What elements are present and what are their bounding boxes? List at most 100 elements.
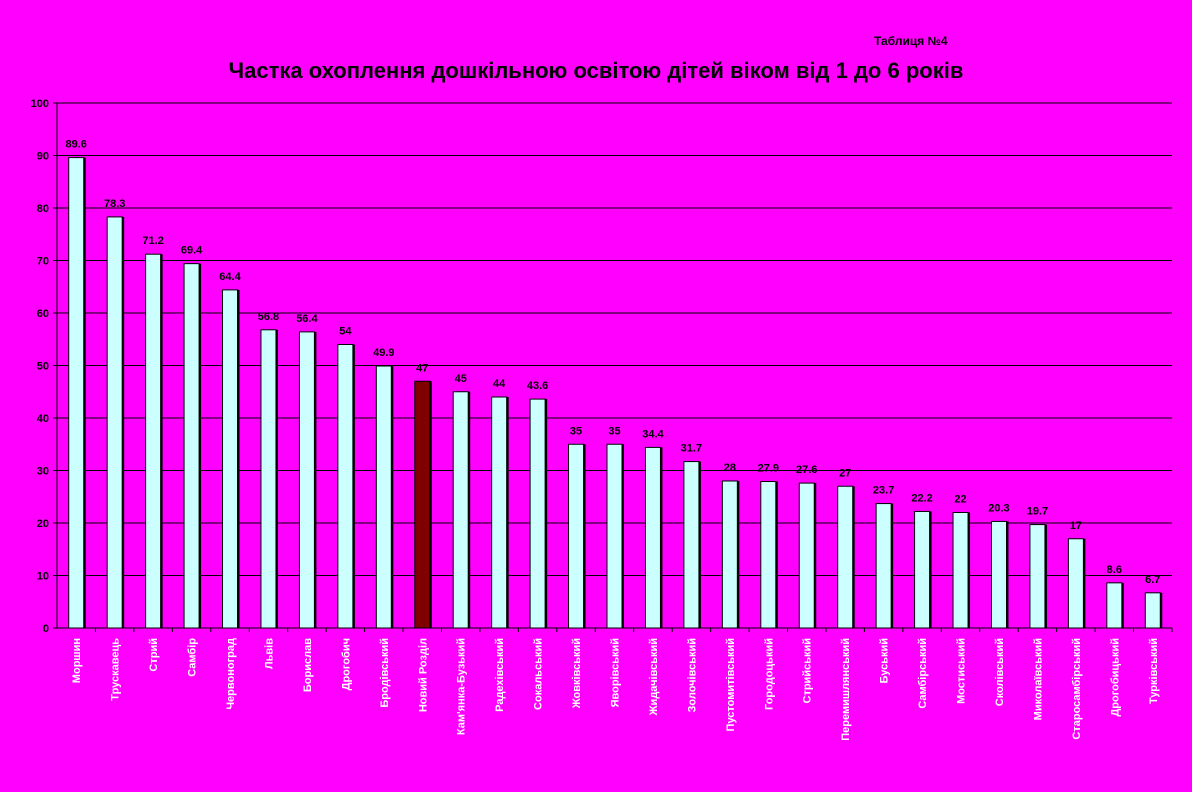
bar xyxy=(837,485,854,629)
category-label: Мостиський xyxy=(956,638,968,704)
category-label: Моршин xyxy=(71,638,83,683)
data-label: 28 xyxy=(724,462,736,474)
bar xyxy=(568,443,585,629)
category-label: Сокальський xyxy=(533,638,545,710)
y-tick-label: 0 xyxy=(43,623,49,635)
y-tick-label: 90 xyxy=(37,151,49,163)
category-label: Львів xyxy=(263,638,275,669)
bar xyxy=(952,512,969,629)
bar xyxy=(222,289,239,629)
data-label: 44 xyxy=(493,378,506,390)
data-label: 45 xyxy=(455,373,467,385)
bar xyxy=(145,253,162,629)
bar xyxy=(721,480,738,629)
table-note: Таблиця №4 xyxy=(874,34,948,48)
category-label: Радехівський xyxy=(494,638,506,712)
bar xyxy=(298,331,315,629)
category-label: Самбір xyxy=(187,638,199,677)
data-label: 35 xyxy=(570,425,582,437)
data-label: 8.6 xyxy=(1107,564,1122,576)
bar xyxy=(606,443,623,629)
category-label: Стрий xyxy=(148,638,160,672)
category-label: Борислав xyxy=(302,638,314,692)
data-label: 19.7 xyxy=(1027,506,1048,518)
category-label: Пустомитівський xyxy=(725,638,737,731)
bar xyxy=(1144,592,1161,629)
y-tick-label: 60 xyxy=(37,308,49,320)
bar xyxy=(1106,582,1123,629)
bar xyxy=(644,446,661,629)
data-label: 89.6 xyxy=(66,139,87,151)
bar xyxy=(68,157,85,629)
data-label: 64.4 xyxy=(219,271,241,283)
category-label: Трускавець xyxy=(110,638,122,701)
bar xyxy=(375,365,392,629)
bar xyxy=(452,391,469,629)
data-label: 17 xyxy=(1070,520,1082,532)
bar xyxy=(1067,538,1084,629)
bar xyxy=(760,481,777,629)
bar xyxy=(683,461,700,629)
y-tick-label: 80 xyxy=(37,203,49,215)
data-label: 56.4 xyxy=(296,313,318,325)
data-label: 69.4 xyxy=(181,245,203,257)
category-label: Новий Розділ xyxy=(417,638,429,712)
category-label: Бродівський xyxy=(379,638,391,708)
bar xyxy=(875,503,892,629)
data-label: 27 xyxy=(839,467,851,479)
category-label: Турківський xyxy=(1148,638,1160,704)
bar xyxy=(260,329,277,629)
data-label: 71.2 xyxy=(142,235,163,247)
category-label: Дрогобицький xyxy=(1109,638,1121,717)
y-tick-label: 20 xyxy=(37,518,49,530)
category-label: Стрийський xyxy=(802,638,814,703)
bar xyxy=(914,510,931,629)
bar xyxy=(183,263,200,629)
bar xyxy=(337,344,354,629)
bar xyxy=(414,380,431,629)
data-label: 6.7 xyxy=(1145,574,1160,586)
y-tick-label: 70 xyxy=(37,256,49,268)
bar xyxy=(798,482,815,629)
data-label: 23.7 xyxy=(873,485,894,497)
category-label: Городоцький xyxy=(763,638,775,710)
bar xyxy=(106,216,123,629)
category-label: Червоноград xyxy=(225,638,237,710)
y-tick-label: 100 xyxy=(31,98,49,110)
data-label: 78.3 xyxy=(104,198,125,210)
y-tick-label: 40 xyxy=(37,413,49,425)
y-tick-label: 10 xyxy=(37,571,49,583)
category-label: Перемишлянський xyxy=(840,638,852,741)
data-label: 54 xyxy=(339,326,352,338)
data-label: 35 xyxy=(608,425,620,437)
data-label: 22 xyxy=(954,494,966,506)
category-label: Сколівський xyxy=(994,638,1006,706)
y-tick-label: 50 xyxy=(37,361,49,373)
bar xyxy=(491,396,508,629)
data-label: 20.3 xyxy=(988,502,1009,514)
category-label: Яворівський xyxy=(610,638,622,707)
bar xyxy=(1029,524,1046,629)
chart-title: Частка охоплення дошкільною освітою діте… xyxy=(228,58,964,83)
category-label: Жидачівський xyxy=(648,638,660,716)
category-label: Кам'янка-Бузький xyxy=(456,638,468,735)
data-label: 34.4 xyxy=(642,428,664,440)
data-label: 47 xyxy=(416,362,428,374)
category-label: Миколаївський xyxy=(1032,638,1044,720)
data-label: 49.9 xyxy=(373,347,394,359)
category-label: Буський xyxy=(879,638,891,684)
category-label: Дрогобич xyxy=(340,638,352,690)
bar xyxy=(990,520,1007,629)
data-label: 27.6 xyxy=(796,464,817,476)
data-label: 31.7 xyxy=(681,443,702,455)
category-label: Жовківський xyxy=(571,638,583,709)
data-label: 22.2 xyxy=(911,492,932,504)
data-label: 27.9 xyxy=(758,463,779,475)
bar xyxy=(529,398,546,629)
category-label: Золочівський xyxy=(686,638,698,712)
data-label: 56.8 xyxy=(258,311,279,323)
y-tick-label: 30 xyxy=(37,466,49,478)
category-label: Самбірський xyxy=(917,638,929,709)
